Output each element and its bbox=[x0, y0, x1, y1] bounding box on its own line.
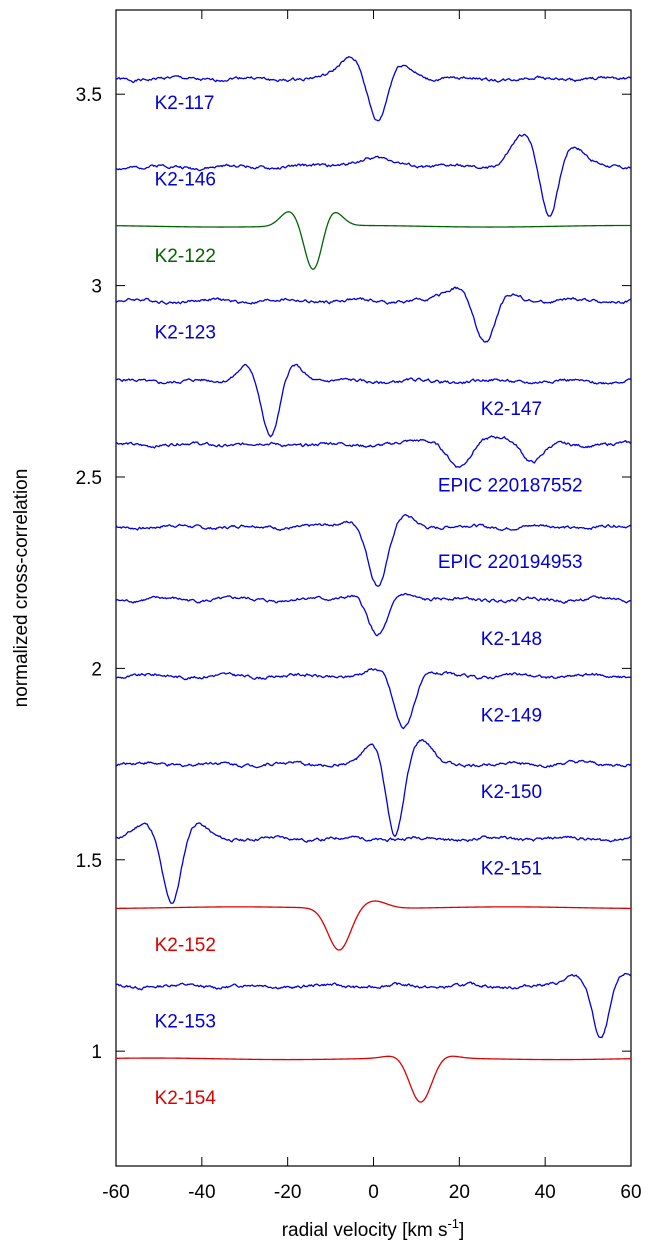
series-label: EPIC 220187552 bbox=[438, 476, 583, 497]
ccf-line bbox=[115, 1055, 632, 1103]
ccf-line bbox=[115, 667, 632, 730]
series-label: K2-148 bbox=[481, 629, 542, 650]
x-axis-label-main: radial velocity [km s bbox=[282, 1220, 448, 1241]
series-label: K2-154 bbox=[155, 1088, 217, 1109]
x-tick-label: -20 bbox=[274, 1182, 301, 1203]
x-tick-label: 20 bbox=[449, 1182, 470, 1203]
series-label: K2-152 bbox=[155, 935, 216, 956]
x-tick-label: -40 bbox=[188, 1182, 215, 1203]
series-label: K2-117 bbox=[155, 93, 215, 114]
x-axis-label: radial velocity [km s-1] bbox=[282, 1216, 465, 1241]
series-layer: K2-117 K2-146 K2-122 K2-123 K2-147 EPIC 22018… bbox=[115, 56, 632, 1109]
x-tick-label: 0 bbox=[368, 1182, 379, 1203]
y-tick-label: 3.5 bbox=[76, 85, 102, 106]
x-axis-label-end: ] bbox=[459, 1220, 464, 1241]
x-tick-label: 60 bbox=[620, 1182, 641, 1203]
x-tick-label: -60 bbox=[102, 1182, 129, 1203]
y-tick-label: 1.5 bbox=[76, 851, 102, 872]
x-tick-label: 40 bbox=[535, 1182, 556, 1203]
ccf-line bbox=[115, 592, 632, 637]
series-label: K2-146 bbox=[155, 169, 216, 190]
ccf-line bbox=[115, 211, 631, 270]
ccf-line bbox=[115, 513, 632, 587]
y-tick-label: 1 bbox=[91, 1042, 102, 1063]
ccf-line bbox=[115, 133, 632, 217]
ccf-line bbox=[115, 739, 632, 838]
ccf-line bbox=[115, 286, 632, 343]
ccf-line bbox=[115, 56, 632, 122]
series-label: K2-149 bbox=[481, 705, 542, 726]
series-label: K2-122 bbox=[155, 246, 216, 267]
y-axis-label: normalized cross-correlation bbox=[11, 469, 32, 708]
series-label: K2-147 bbox=[481, 399, 542, 420]
series-label: EPIC 220194953 bbox=[438, 552, 583, 573]
series-label: K2-151 bbox=[481, 858, 542, 879]
ccf-line bbox=[115, 435, 632, 468]
ccf-line bbox=[115, 363, 632, 438]
axis-ticks: -60 -40 -20 0 20 40 60 1 1.5 2 2.5 3 3.5 bbox=[76, 10, 642, 1203]
series-label: K2-123 bbox=[155, 323, 216, 344]
series-label: K2-153 bbox=[155, 1012, 216, 1033]
ccf-line bbox=[115, 822, 632, 904]
ccf-line bbox=[115, 900, 632, 951]
x-axis-label-sup: -1 bbox=[447, 1216, 459, 1231]
y-tick-label: 2 bbox=[91, 659, 102, 680]
y-tick-label: 3 bbox=[91, 277, 102, 298]
ccf-line bbox=[115, 972, 632, 1039]
y-tick-label: 2.5 bbox=[76, 468, 102, 489]
series-label: K2-150 bbox=[481, 782, 542, 803]
